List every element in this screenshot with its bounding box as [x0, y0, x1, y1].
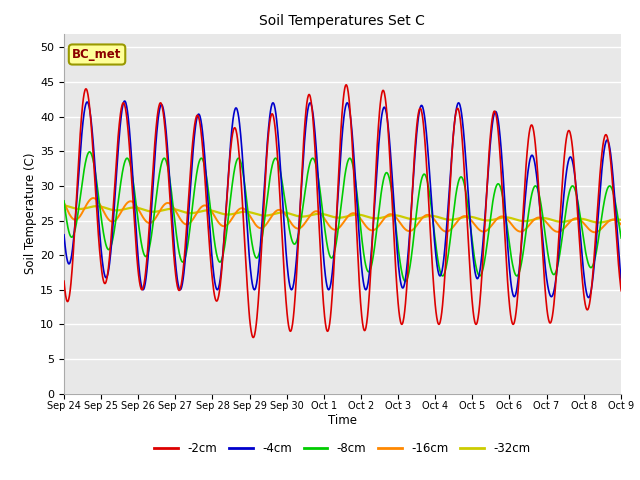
- -16cm: [628, 229, 636, 235]
- Line: -32cm: -32cm: [64, 205, 640, 223]
- -8cm: [502, 213, 509, 218]
- -16cm: [588, 229, 596, 235]
- -32cm: [588, 218, 596, 224]
- -2cm: [589, 274, 596, 280]
- -32cm: [60, 203, 68, 208]
- -8cm: [589, 263, 596, 269]
- -4cm: [154, 125, 161, 131]
- Line: -4cm: -4cm: [64, 101, 640, 304]
- -2cm: [346, 109, 354, 115]
- -2cm: [249, 335, 257, 340]
- -8cm: [335, 224, 342, 229]
- -4cm: [622, 301, 630, 307]
- -2cm: [153, 118, 161, 123]
- -2cm: [60, 278, 68, 284]
- -2cm: [502, 247, 509, 252]
- -4cm: [60, 232, 68, 238]
- -16cm: [60, 200, 68, 206]
- Line: -8cm: -8cm: [64, 152, 640, 281]
- -4cm: [346, 108, 353, 114]
- -32cm: [501, 215, 509, 220]
- -8cm: [401, 278, 409, 284]
- -8cm: [86, 149, 93, 155]
- -8cm: [60, 198, 68, 204]
- Title: Soil Temperatures Set C: Soil Temperatures Set C: [259, 14, 426, 28]
- -2cm: [335, 171, 342, 177]
- Line: -2cm: -2cm: [64, 85, 640, 337]
- -32cm: [346, 213, 353, 218]
- -8cm: [154, 187, 161, 192]
- -16cm: [90, 195, 97, 201]
- X-axis label: Time: Time: [328, 414, 357, 427]
- Text: BC_met: BC_met: [72, 48, 122, 61]
- Y-axis label: Soil Temperature (C): Soil Temperature (C): [24, 153, 37, 275]
- -16cm: [335, 226, 342, 231]
- Line: -16cm: -16cm: [64, 198, 640, 232]
- -4cm: [335, 184, 342, 190]
- -32cm: [632, 220, 640, 226]
- -16cm: [501, 215, 509, 220]
- -8cm: [346, 156, 353, 161]
- -2cm: [342, 82, 350, 88]
- -16cm: [154, 213, 161, 218]
- -4cm: [501, 205, 509, 211]
- Legend: -2cm, -4cm, -8cm, -16cm, -32cm: -2cm, -4cm, -8cm, -16cm, -32cm: [150, 437, 535, 460]
- -4cm: [121, 98, 129, 104]
- -32cm: [153, 209, 161, 215]
- -32cm: [334, 215, 342, 220]
- -16cm: [346, 212, 353, 217]
- -4cm: [588, 281, 596, 287]
